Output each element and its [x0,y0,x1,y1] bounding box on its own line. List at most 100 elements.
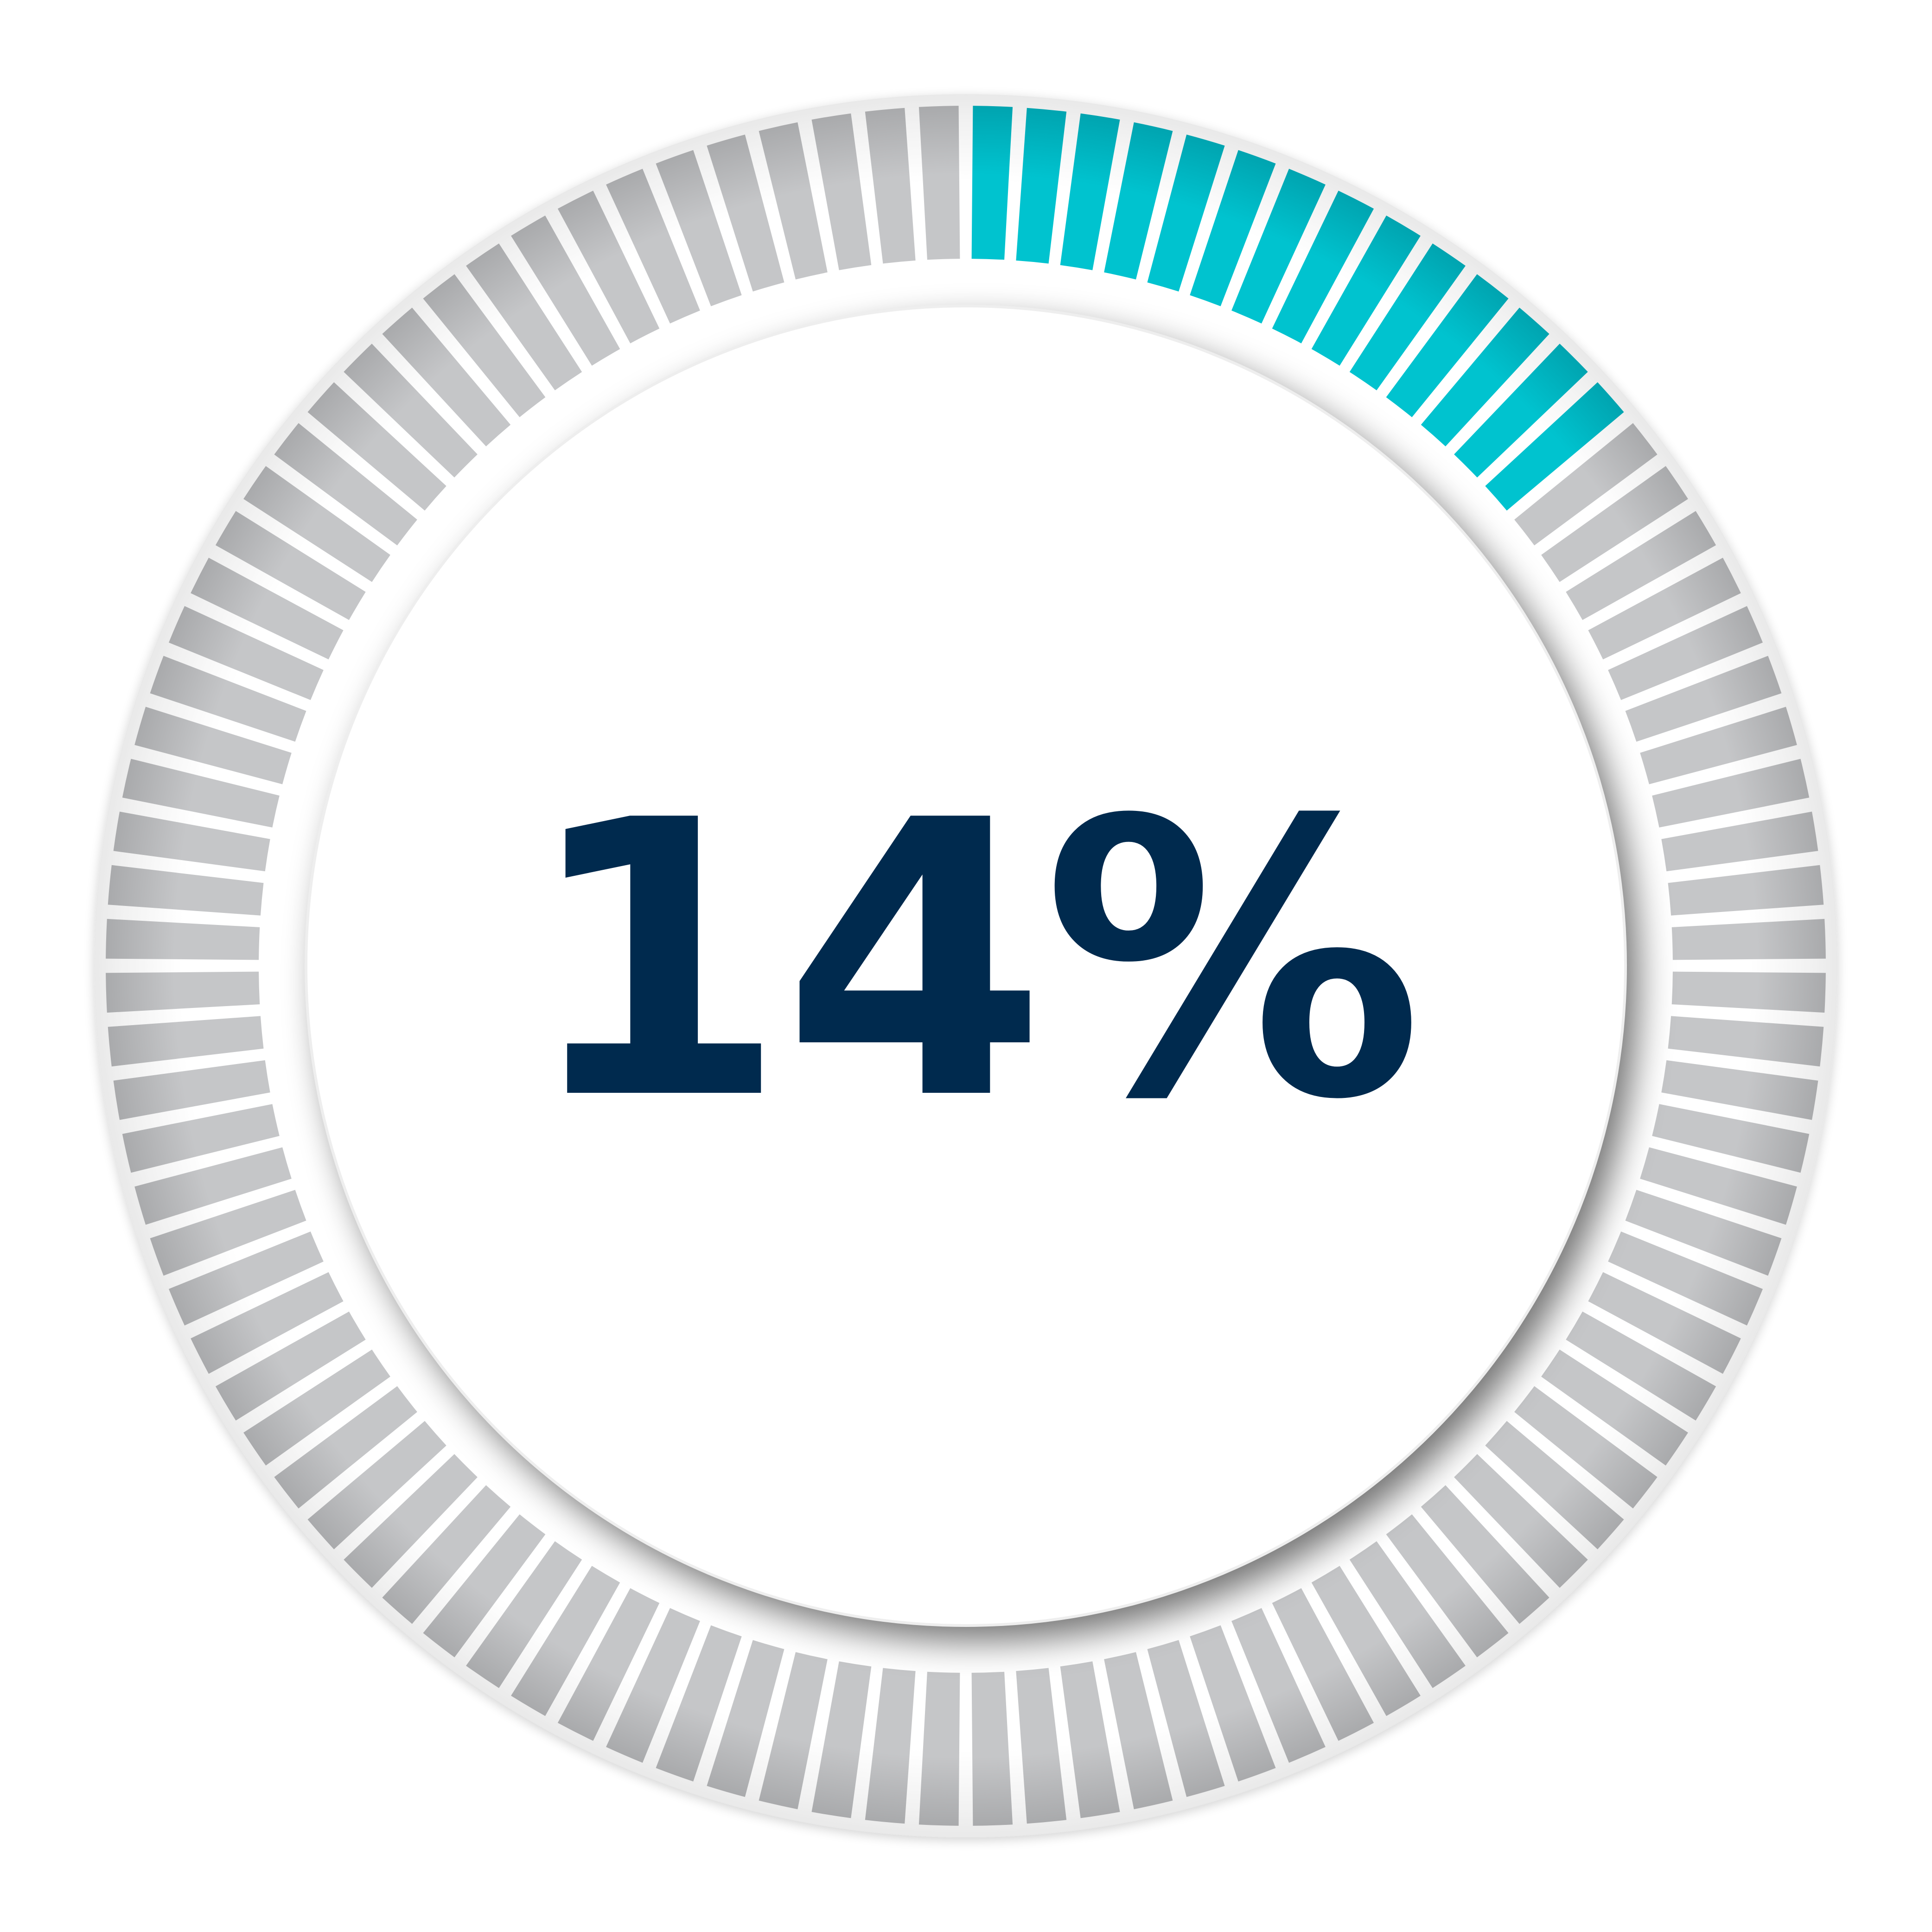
progress-segment-filled [1272,191,1374,344]
progress-segment-empty [382,1485,511,1624]
progress-segment-filled [1016,108,1067,264]
progress-segment-empty [1588,557,1741,660]
progress-segment-empty [759,122,828,280]
progress-segment-filled [1454,344,1588,478]
progress-segment-empty [1652,759,1810,828]
progress-segment-empty [215,1311,366,1421]
progress-segment-empty [1640,1147,1797,1225]
progress-segment-empty [511,1566,620,1716]
progress-segment-empty [971,1671,1013,1826]
progress-segment-empty [707,134,784,292]
progress-segment-filled [1349,243,1466,390]
progress-segment-empty [759,1652,828,1810]
progress-segment-empty [707,1640,784,1797]
progress-segment-empty [1060,1661,1120,1818]
progress-segment-empty [307,1421,446,1549]
progress-segment-empty [1588,1272,1741,1374]
progress-segment-empty [1386,1514,1509,1658]
ring-segments [106,106,1826,1826]
progress-segment-empty [1668,1016,1824,1067]
progress-segment-empty [811,113,872,270]
progress-segment-empty [1671,918,1826,960]
progress-segment-empty [382,307,511,446]
progress-segment-empty [1608,1231,1763,1326]
progress-segment-empty [169,606,324,700]
progress-segment-empty [108,865,264,916]
progress-segment-empty [1625,656,1782,742]
progress-segment-empty [150,1190,306,1276]
progress-segment-empty [1421,1485,1549,1624]
progress-segment-empty [113,1060,270,1120]
progress-segment-empty [1311,1566,1421,1716]
progress-segment-empty [1514,423,1658,546]
progress-segment-empty [656,1625,742,1782]
progress-segment-empty [1661,1060,1818,1120]
progress-segment-empty [243,1349,390,1466]
progress-segment-empty [1514,1386,1658,1509]
progress-segment-empty [1485,1421,1624,1549]
progress-segment-filled [1421,307,1549,446]
progress-segment-empty [307,382,446,511]
progress-segment-empty [466,243,582,390]
progress-segment-empty [1190,1625,1276,1782]
progress-segment-empty [122,759,280,828]
progress-segment-empty [122,1104,280,1173]
progress-segment-empty [1147,1640,1225,1797]
progress-segment-empty [606,1608,700,1763]
progress-segment-empty [557,1588,660,1741]
progress-segment-empty [150,656,306,742]
progress-segment-empty [113,811,270,872]
progress-segment-empty [1349,1541,1466,1688]
progress-segment-filled [1060,113,1120,270]
progress-segment-filled [1311,215,1421,366]
progress-segment-empty [1625,1190,1782,1276]
progress-segment-empty [215,511,366,620]
progress-segment-empty [466,1541,582,1688]
progress-segment-empty [865,1668,916,1824]
progress-segment-empty [1668,865,1824,916]
progress-segment-empty [1661,811,1818,872]
progress-segment-filled [1485,382,1624,511]
progress-segment-empty [191,1272,344,1374]
progress-segment-empty [1608,606,1763,700]
inner-disc-edge [305,305,1627,1627]
progress-segment-empty [1541,1349,1688,1466]
progress-segment-empty [918,106,960,260]
progress-segment-empty [1671,971,1826,1013]
progress-segment-empty [423,1514,546,1658]
progress-segment-empty [656,150,742,306]
progress-segment-empty [169,1231,324,1326]
progress-segment-empty [134,707,292,784]
progress-segment-empty [1566,511,1716,620]
progress-segment-empty [1566,1311,1716,1421]
progress-segment-empty [1272,1588,1374,1741]
progress-segment-empty [606,169,700,324]
progress-segment-empty [134,1147,292,1225]
progress-segment-empty [1231,1608,1326,1763]
progress-segment-filled [1147,134,1225,292]
progress-segment-empty [811,1661,872,1818]
progress-segment-empty [191,557,344,660]
progress-segment-filled [971,106,1013,260]
progress-segment-empty [918,1671,960,1826]
progress-segment-empty [1652,1104,1810,1173]
progress-segment-empty [344,1454,478,1588]
progress-segment-filled [1190,150,1276,306]
progress-segment-empty [106,918,260,960]
progress-segment-empty [423,274,546,417]
progress-segment-empty [108,1016,264,1067]
progress-segment-empty [1640,707,1797,784]
progress-segment-empty [865,108,916,264]
progress-segment-empty [1104,1652,1173,1810]
inner-disc [306,306,1626,1626]
progress-segment-filled [1386,274,1509,417]
progress-segment-empty [1541,466,1688,582]
progress-segment-empty [1454,1454,1588,1588]
progress-segment-empty [274,1386,417,1509]
progress-segment-empty [274,423,417,546]
progress-segment-empty [243,466,390,582]
progress-segment-empty [344,344,478,478]
progress-segment-empty [557,191,660,344]
